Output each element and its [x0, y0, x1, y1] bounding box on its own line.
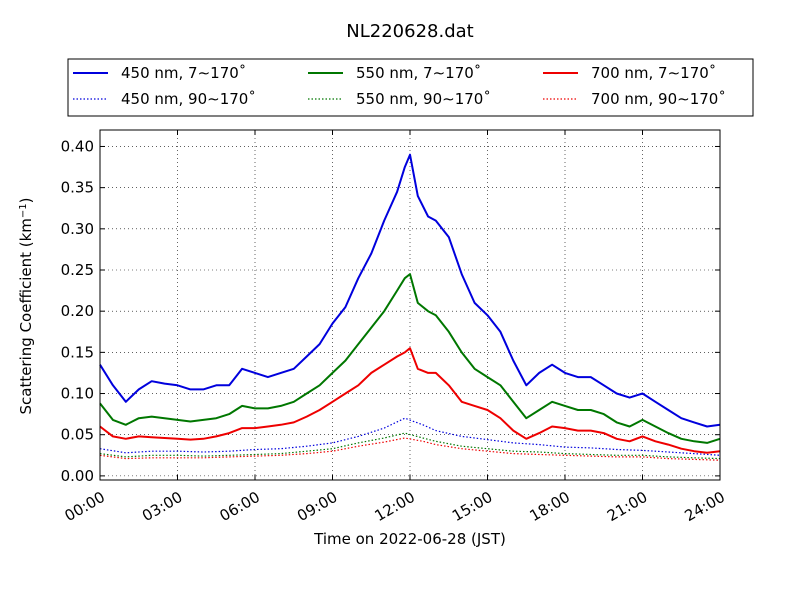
series-line-4 — [99, 347, 721, 454]
y-axis-label-main: Scattering Coefficient (km — [17, 218, 35, 414]
y-tick-label: 0.05 — [61, 426, 94, 444]
y-tick-label: 0.10 — [61, 385, 94, 403]
legend-label-3: 550 nm, 90∼170˚ — [356, 90, 491, 108]
y-axis-label-close: ) — [17, 197, 35, 203]
legend-label-1: 450 nm, 90∼170˚ — [121, 90, 256, 108]
legend-box — [67, 58, 754, 117]
series-line-3 — [99, 432, 721, 460]
legend-label-5: 700 nm, 90∼170˚ — [591, 90, 726, 108]
legend: 450 nm, 7∼170˚ 450 nm, 90∼170˚ 550 nm, 7∼1… — [67, 58, 754, 117]
y-tick-label: 0.35 — [61, 179, 94, 197]
x-tick-label: 03:00 — [139, 488, 185, 525]
x-tick-label: 06:00 — [217, 488, 263, 525]
legend-label-4: 700 nm, 7∼170˚ — [591, 64, 716, 82]
y-tick-label: 0.15 — [61, 343, 94, 361]
x-tick-label: 00:00 — [62, 488, 108, 525]
series-line-5 — [99, 437, 721, 461]
x-tick-label: 24:00 — [682, 488, 728, 525]
y-tick-label: 0.30 — [61, 220, 94, 238]
series-line-0 — [99, 153, 721, 428]
x-tick-label: 12:00 — [372, 488, 418, 525]
x-tick-label: 09:00 — [294, 488, 340, 525]
y-axis-label-superscript: −1 — [18, 203, 29, 218]
series-line-1 — [99, 417, 721, 456]
y-tick-label: 0.40 — [61, 137, 94, 155]
y-tick-label: 0.25 — [61, 261, 94, 279]
legend-label-2: 550 nm, 7∼170˚ — [356, 64, 481, 82]
y-tick-label: 0.20 — [61, 302, 94, 320]
x-tick-label: 15:00 — [449, 488, 495, 525]
x-tick-label: 21:00 — [604, 488, 650, 525]
y-tick-label: 0.00 — [61, 467, 94, 485]
series-layer — [99, 153, 721, 461]
series-line-2 — [99, 273, 721, 444]
x-tick-label: 18:00 — [527, 488, 573, 525]
chart-title: NL220628.dat — [346, 21, 473, 42]
x-axis-label: Time on 2022-06-28 (JST) — [313, 530, 506, 548]
legend-label-0: 450 nm, 7∼170˚ — [121, 64, 246, 82]
y-axis-label: Scattering Coefficient (km−1) — [17, 197, 35, 414]
